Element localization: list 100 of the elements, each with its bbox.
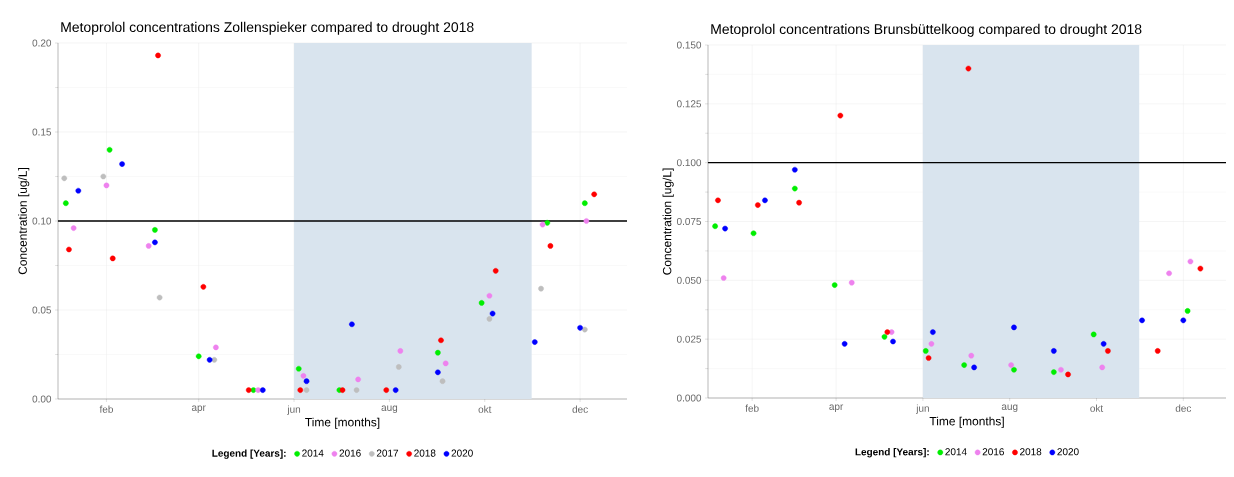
point: [70, 225, 77, 231]
point: [145, 243, 152, 249]
point: [297, 387, 304, 393]
point: [152, 239, 158, 246]
point: [245, 387, 252, 393]
point: [750, 230, 757, 237]
point: [1139, 317, 1145, 324]
point: [489, 310, 496, 317]
x-tick-label: apr: [829, 404, 844, 412]
point: [439, 378, 446, 384]
point: [848, 279, 855, 286]
y-tick-label: 0.050: [676, 276, 702, 284]
point: [392, 387, 399, 393]
point: [438, 337, 444, 344]
point: [75, 187, 82, 194]
point: [961, 362, 967, 368]
legend-label: 2016: [339, 449, 361, 457]
x-tick-label: dec: [1175, 404, 1192, 412]
point: [492, 268, 499, 274]
point: [890, 338, 896, 345]
point: [442, 360, 449, 367]
point: [435, 349, 441, 356]
point: [1011, 366, 1017, 373]
point: [355, 376, 361, 383]
y-tick-label: 0.15: [32, 128, 52, 136]
legend-label: 2014: [302, 449, 324, 457]
point: [841, 341, 848, 347]
point: [582, 200, 588, 206]
point: [792, 166, 798, 173]
x-tick-label: aug: [1001, 404, 1018, 412]
point: [1197, 265, 1204, 272]
legend-label: 2014: [945, 448, 967, 456]
legend-label: 2020: [451, 449, 473, 457]
x-tick-label: okt: [478, 405, 492, 413]
point: [478, 300, 485, 306]
point: [1058, 366, 1064, 373]
x-axis-title: Time [months]: [929, 416, 1004, 428]
point: [303, 378, 310, 384]
point: [1100, 341, 1107, 347]
point: [722, 225, 728, 232]
point: [1051, 369, 1057, 375]
point: [930, 329, 936, 335]
point: [1187, 258, 1194, 265]
y-axis-title: Concentration [ug/L]: [662, 168, 674, 275]
point: [971, 364, 977, 371]
point: [155, 52, 161, 59]
point: [1011, 324, 1017, 331]
point: [259, 387, 266, 393]
point: [250, 387, 257, 393]
point: [925, 355, 932, 361]
chart-title: Metoprolol concentrations Zollenspieker compared to drought 2018: [61, 21, 474, 35]
point: [720, 275, 727, 281]
point: [1051, 348, 1057, 354]
point: [349, 321, 355, 328]
point: [295, 365, 302, 372]
point: [965, 65, 972, 72]
x-tick-label: apr: [191, 405, 206, 413]
point: [353, 387, 360, 393]
point: [300, 373, 307, 379]
x-tick-label: okt: [1090, 404, 1104, 412]
x-axis-title: Time [months]: [305, 417, 380, 429]
x-tick-label: jun: [287, 405, 301, 415]
point: [206, 357, 213, 363]
legend-label: 2017: [376, 449, 399, 457]
y-axis-title: Concentration [ug/L]: [18, 168, 30, 275]
point: [63, 200, 69, 206]
point: [591, 191, 597, 198]
point: [66, 246, 72, 253]
point: [1099, 364, 1105, 371]
legend-label: 2018: [414, 449, 436, 457]
point: [577, 325, 583, 331]
legend-title: Legend [Years]:: [212, 449, 286, 459]
y-tick-label: 0.075: [676, 217, 702, 226]
point: [1180, 317, 1187, 324]
point: [103, 182, 110, 189]
y-tick-label: 0.10: [32, 217, 52, 225]
point: [831, 282, 838, 288]
point: [968, 352, 975, 359]
point: [531, 339, 538, 345]
point: [796, 199, 802, 206]
legend-label: 2016: [982, 448, 1004, 456]
legend-label: 2020: [1057, 448, 1079, 456]
point: [383, 387, 390, 393]
point: [538, 285, 544, 292]
point: [922, 348, 929, 354]
point: [156, 294, 163, 301]
point: [1166, 270, 1172, 277]
point: [547, 243, 554, 249]
point: [837, 112, 844, 119]
point: [395, 364, 402, 370]
point: [61, 175, 68, 182]
chart-title: Metoprolol concentrations Brunsbüttelkoog compared to drought 2018: [711, 23, 1142, 37]
point: [486, 316, 493, 322]
point: [1154, 348, 1161, 354]
point: [881, 334, 888, 340]
point: [1105, 348, 1111, 354]
point: [1065, 371, 1071, 378]
y-tick-label: 0.20: [32, 39, 52, 47]
y-tick-label: 0.025: [676, 335, 702, 343]
y-tick-label: 0.125: [676, 100, 702, 108]
